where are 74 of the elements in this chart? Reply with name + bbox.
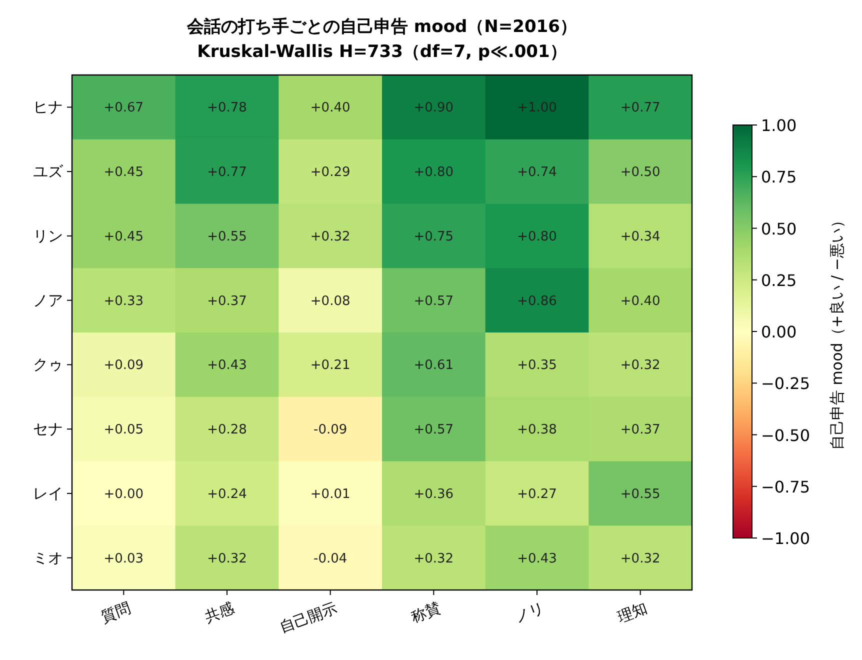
chart-subtitle: Kruskal-Wallis H=733（df=7, p≪.001） — [197, 42, 567, 62]
data-label: +0.03 — [104, 551, 144, 566]
data-label: +0.50 — [620, 165, 660, 180]
data-label: +0.32 — [207, 551, 247, 566]
color-bar-title: 自己申告 mood（+良い / −悪い） — [828, 213, 846, 450]
data-label: +0.01 — [310, 486, 350, 502]
chart-title: 会話の打ち手ごとの自己申告 mood（N=2016） — [186, 17, 577, 37]
data-label: +0.28 — [207, 422, 247, 438]
data-label: +0.75 — [414, 229, 454, 244]
y-tick-label: クゥ — [33, 356, 63, 374]
data-label: +0.40 — [620, 294, 660, 309]
data-label: +0.27 — [517, 486, 557, 502]
y-tick-label: セナ — [33, 420, 63, 438]
color-bar-label: 0.25 — [761, 270, 797, 290]
data-label: +0.24 — [207, 486, 247, 502]
data-label: +0.00 — [104, 486, 144, 502]
data-label: +0.32 — [414, 551, 454, 566]
color-bar-label: −0.50 — [761, 426, 810, 445]
data-label: +0.37 — [207, 294, 247, 309]
data-label: +0.77 — [207, 165, 247, 180]
color-bar-label: 0.75 — [761, 168, 797, 187]
data-label: +0.32 — [310, 229, 350, 244]
data-label: +1.00 — [517, 100, 557, 116]
x-tick-label: ノリ — [512, 598, 546, 626]
data-label: +0.32 — [620, 551, 660, 566]
color-bar-label: −0.25 — [761, 374, 810, 394]
color-bar-label: 1.00 — [761, 116, 797, 135]
color-bar-label: −0.75 — [761, 477, 810, 496]
data-label: +0.09 — [104, 358, 144, 374]
data-label: +0.86 — [517, 294, 557, 309]
data-label: +0.67 — [104, 100, 144, 116]
x-tick-label: 称賛 — [408, 598, 444, 626]
data-label: -0.04 — [314, 551, 348, 566]
data-label: +0.80 — [517, 229, 557, 244]
x-tick-label: 共感 — [202, 598, 236, 626]
data-label: +0.08 — [310, 294, 350, 309]
data-label: +0.43 — [207, 358, 247, 374]
data-label: +0.33 — [104, 294, 144, 309]
y-tick-label: リン — [33, 226, 63, 245]
y-tick-label: ミオ — [33, 548, 63, 567]
data-label: +0.29 — [310, 165, 350, 180]
y-tick-label: ユズ — [33, 162, 64, 181]
data-label: +0.32 — [620, 358, 660, 374]
data-label: +0.55 — [207, 229, 247, 244]
data-label: +0.80 — [414, 165, 454, 180]
y-tick-label: ノア — [33, 291, 63, 310]
color-bar-label: −1.00 — [761, 529, 810, 548]
data-label: +0.78 — [207, 100, 247, 116]
x-tick-label: 理知 — [615, 598, 650, 626]
data-label: +0.21 — [310, 358, 350, 374]
data-label: -0.09 — [314, 422, 348, 438]
x-tick-label: 質問 — [98, 598, 134, 626]
data-label: +0.90 — [414, 100, 454, 116]
data-label: +0.36 — [414, 486, 454, 502]
data-label: +0.43 — [517, 551, 557, 566]
data-label: +0.45 — [104, 165, 144, 180]
data-label: +0.77 — [620, 100, 660, 116]
color-bar-label: 0.00 — [761, 322, 797, 342]
data-label: +0.35 — [517, 358, 557, 374]
data-label: +0.74 — [517, 165, 557, 180]
data-label: +0.34 — [620, 229, 660, 244]
data-label: +0.55 — [620, 486, 660, 502]
y-tick-label: レイ — [33, 484, 63, 502]
x-tick-label: 自己開示 — [277, 598, 340, 636]
data-label: +0.45 — [104, 229, 144, 244]
data-label: +0.57 — [414, 294, 454, 309]
data-label: +0.40 — [310, 100, 350, 116]
data-label: +0.57 — [414, 422, 454, 438]
y-tick-label: ヒナ — [33, 98, 63, 116]
data-label: +0.38 — [517, 422, 557, 438]
data-label: +0.61 — [414, 358, 454, 374]
data-label: +0.37 — [620, 422, 660, 438]
data-label: +0.05 — [104, 422, 144, 438]
color-bar-label: 0.50 — [761, 219, 797, 238]
